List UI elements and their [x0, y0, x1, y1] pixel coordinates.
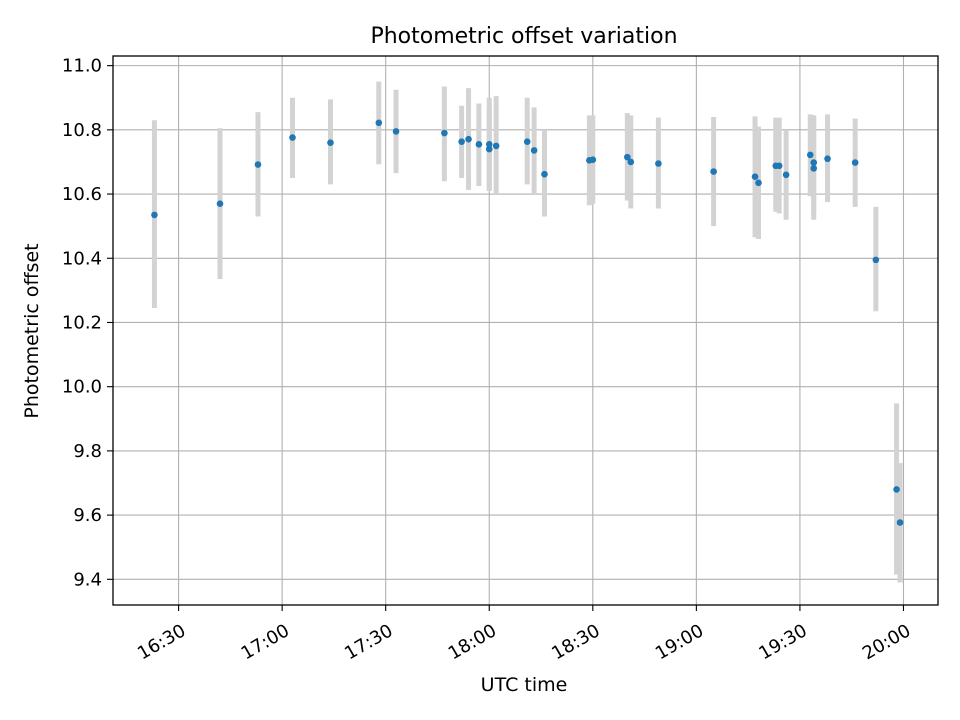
data-point	[751, 173, 759, 181]
y-tick-label: 10.2	[62, 312, 102, 333]
plot-frame	[112, 55, 939, 606]
y-tick-label: 10.4	[62, 248, 102, 269]
grid	[113, 56, 938, 605]
y-tick-label: 10.8	[62, 120, 102, 141]
y-tick-label: 9.4	[73, 569, 102, 590]
data-point	[485, 145, 493, 153]
y-tick-label: 9.8	[73, 441, 102, 462]
data-point	[485, 140, 493, 148]
data-points	[151, 119, 904, 526]
data-point	[465, 135, 472, 143]
y-axis-label: Photometric offset	[21, 243, 43, 418]
data-point	[896, 519, 904, 526]
data-point	[851, 159, 859, 166]
data-point	[392, 128, 400, 135]
data-point	[775, 162, 783, 170]
data-point	[624, 153, 631, 161]
y-tick-label: 9.6	[73, 505, 102, 526]
data-point	[327, 139, 334, 146]
data-point	[151, 211, 158, 219]
data-point	[824, 155, 831, 163]
data-point	[710, 168, 717, 175]
chart-title: Photometric offset variation	[370, 24, 677, 49]
data-point	[782, 171, 790, 179]
data-point	[655, 160, 662, 167]
data-point	[810, 159, 818, 166]
data-point	[523, 138, 531, 146]
data-point	[541, 170, 548, 178]
data-point	[289, 134, 296, 141]
y-tick-label: 10.6	[62, 184, 102, 205]
y-tick-label: 10.0	[62, 377, 102, 398]
data-point	[806, 151, 814, 159]
data-point	[893, 486, 900, 493]
data-point	[589, 156, 597, 163]
x-axis-label: UTC time	[481, 674, 568, 696]
data-point	[441, 129, 448, 137]
data-point	[872, 256, 880, 264]
data-point	[216, 200, 224, 207]
data-point	[458, 138, 465, 146]
data-point	[810, 165, 818, 172]
data-point	[475, 140, 483, 148]
y-tick-label: 11.0	[62, 56, 102, 77]
data-point	[492, 142, 500, 150]
data-point	[375, 119, 383, 127]
data-point	[755, 179, 762, 187]
data-point	[254, 161, 262, 168]
data-point	[530, 147, 538, 154]
data-point	[627, 158, 635, 166]
